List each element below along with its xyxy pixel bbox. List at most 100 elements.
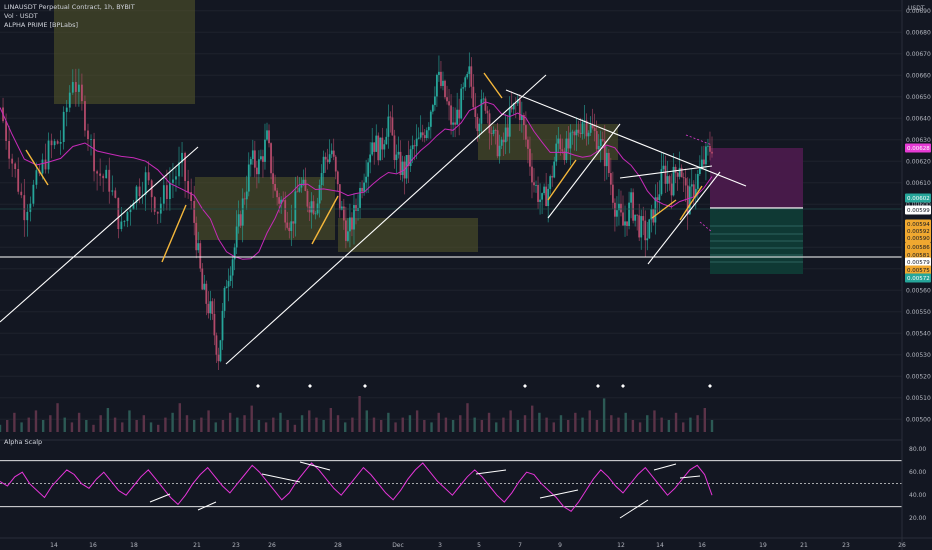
candle-body <box>458 109 461 119</box>
price-tag <box>905 257 931 267</box>
price-tag-label: 0.00602 <box>907 196 930 202</box>
candle-body <box>326 159 329 163</box>
candle-body <box>365 176 368 183</box>
candle-body <box>44 159 47 170</box>
candle-body <box>571 131 574 133</box>
candle-body <box>666 176 669 184</box>
signal-marker <box>621 384 625 388</box>
volume-bar <box>272 417 275 432</box>
candle-body <box>682 177 685 179</box>
volume-bar <box>185 415 189 432</box>
candle-body <box>616 210 618 217</box>
volume-bar <box>430 422 433 432</box>
candle-body <box>567 138 570 149</box>
candle-body <box>707 145 709 147</box>
volume-bar <box>351 417 354 432</box>
swing-line <box>25 149 49 186</box>
candle-body <box>614 202 616 217</box>
candle-body <box>71 82 74 93</box>
candle-body <box>525 125 527 140</box>
candle-body <box>470 66 473 87</box>
candle-body <box>429 111 432 127</box>
candle-body <box>8 140 11 159</box>
time-tick: 26 <box>898 542 906 549</box>
candle-body <box>11 158 14 164</box>
candle-body <box>660 169 663 195</box>
divergence-line <box>261 473 301 483</box>
candle-body <box>421 132 424 136</box>
volume-bar <box>221 420 225 432</box>
candle-body <box>514 103 517 104</box>
signal-marker <box>523 384 527 388</box>
candle-body <box>551 176 554 178</box>
candle-body <box>500 139 503 146</box>
candle-body <box>229 275 232 282</box>
candle-body <box>496 130 499 157</box>
volume-bar <box>121 422 124 432</box>
volume-bar <box>516 420 520 432</box>
volume-bar <box>588 410 591 432</box>
volume-bar <box>135 420 138 432</box>
volume-bar <box>279 412 282 432</box>
candle-body <box>703 159 705 165</box>
candle-body <box>480 99 483 124</box>
time-tick: 23 <box>842 542 850 549</box>
price-tag <box>905 242 931 252</box>
volume-bar <box>682 422 685 432</box>
candle-body <box>99 173 102 176</box>
volume-bar <box>531 405 534 432</box>
volume-bar <box>487 412 491 432</box>
zones-layer <box>0 0 902 420</box>
price-tag-label: 0.00592 <box>907 229 930 235</box>
volume-bar <box>178 403 181 432</box>
price-tick: 0.00690 <box>906 8 931 15</box>
candle-body <box>199 243 202 269</box>
candle-body <box>96 171 98 174</box>
candle-body <box>650 209 653 220</box>
candle-body <box>90 139 92 140</box>
candle-body <box>385 136 388 145</box>
candle-body <box>442 80 444 86</box>
candle-body <box>589 124 592 133</box>
volume-bar <box>27 417 30 432</box>
candle-body <box>516 99 519 104</box>
candle-body <box>41 159 44 174</box>
volume-bar <box>200 417 203 432</box>
volume-bar <box>689 417 692 432</box>
drawings-layer <box>0 72 902 388</box>
volume-bar <box>34 410 38 432</box>
candle-body <box>181 152 183 163</box>
volume-bar <box>473 417 476 432</box>
price-tick: 0.00530 <box>906 352 931 359</box>
candle-body <box>399 151 402 175</box>
candle-body <box>508 107 511 137</box>
volume-bar <box>236 417 239 432</box>
swing-line <box>651 199 677 219</box>
candle-body <box>77 84 80 92</box>
candle-body <box>53 141 56 146</box>
candle-body <box>454 122 457 125</box>
price-tag <box>905 250 931 260</box>
volume-bar <box>164 417 167 432</box>
candle-body <box>539 199 541 202</box>
candle-body <box>620 203 622 213</box>
candle-body <box>351 217 353 230</box>
candle-body <box>304 179 307 191</box>
time-tick: 18 <box>130 542 138 549</box>
candle-body <box>262 156 264 162</box>
candle-body <box>65 107 68 112</box>
volume-bar <box>495 422 498 432</box>
candle-body <box>662 165 665 170</box>
volume-bar <box>653 410 656 432</box>
candle-body <box>642 216 645 221</box>
candle-body <box>425 130 428 139</box>
candle-body <box>565 138 568 161</box>
divergence-line <box>149 493 171 503</box>
volume-bar <box>502 417 505 432</box>
candle-body <box>359 187 361 208</box>
candle-body <box>50 140 53 146</box>
candle-body <box>433 96 436 106</box>
candle-body <box>288 227 291 231</box>
oscillator-tick: 80.00 <box>909 446 926 453</box>
